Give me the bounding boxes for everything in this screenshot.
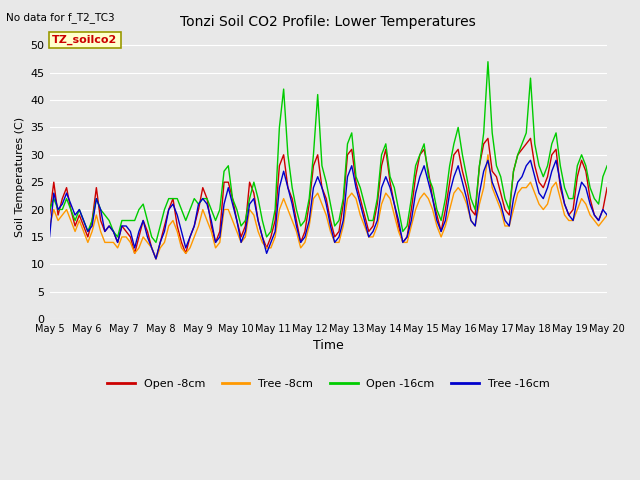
Open -8cm (484, 135, 492, 141)
Tree -16cm (484, 157, 492, 163)
Text: No data for f_T2_TC3: No data for f_T2_TC3 (6, 12, 115, 23)
Title: Tonzi Soil CO2 Profile: Lower Temperatures: Tonzi Soil CO2 Profile: Lower Temperatur… (180, 15, 476, 29)
Legend: Open -8cm, Tree -8cm, Open -16cm, Tree -16cm: Open -8cm, Tree -8cm, Open -16cm, Tree -… (102, 374, 554, 393)
X-axis label: Time: Time (313, 339, 344, 352)
Open -16cm (152, 240, 160, 245)
Open -8cm (501, 207, 509, 213)
Line: Tree -16cm: Tree -16cm (49, 160, 607, 259)
Tree -8cm (501, 223, 509, 229)
Open -8cm (114, 240, 122, 245)
Y-axis label: Soil Temperatures (C): Soil Temperatures (C) (15, 117, 25, 237)
Open -16cm (237, 223, 245, 229)
Tree -8cm (93, 212, 100, 218)
Open -16cm (114, 234, 122, 240)
Tree -8cm (114, 245, 122, 251)
Open -8cm (93, 185, 100, 191)
Tree -16cm (152, 256, 160, 262)
Open -8cm (152, 256, 160, 262)
Tree -8cm (45, 223, 53, 229)
Line: Tree -8cm: Tree -8cm (49, 155, 607, 259)
Tree -8cm (604, 212, 611, 218)
Open -16cm (604, 163, 611, 168)
Tree -16cm (501, 217, 509, 223)
Open -16cm (506, 207, 513, 213)
Tree -16cm (45, 234, 53, 240)
Tree -8cm (237, 240, 245, 245)
Open -16cm (501, 196, 509, 202)
Open -8cm (45, 212, 53, 218)
Open -16cm (220, 168, 228, 174)
Tree -8cm (506, 223, 513, 229)
Open -8cm (220, 180, 228, 185)
Text: TZ_soilco2: TZ_soilco2 (52, 35, 118, 45)
Open -16cm (93, 196, 100, 202)
Tree -8cm (152, 256, 160, 262)
Tree -16cm (93, 196, 100, 202)
Tree -8cm (220, 207, 228, 213)
Tree -16cm (237, 240, 245, 245)
Tree -16cm (506, 223, 513, 229)
Open -16cm (45, 207, 53, 213)
Tree -16cm (114, 240, 122, 245)
Open -8cm (506, 212, 513, 218)
Tree -16cm (604, 212, 611, 218)
Line: Open -8cm: Open -8cm (49, 138, 607, 259)
Open -8cm (237, 234, 245, 240)
Tree -16cm (220, 201, 228, 207)
Line: Open -16cm: Open -16cm (49, 62, 607, 242)
Open -8cm (604, 185, 611, 191)
Tree -8cm (484, 152, 492, 157)
Open -16cm (484, 59, 492, 65)
